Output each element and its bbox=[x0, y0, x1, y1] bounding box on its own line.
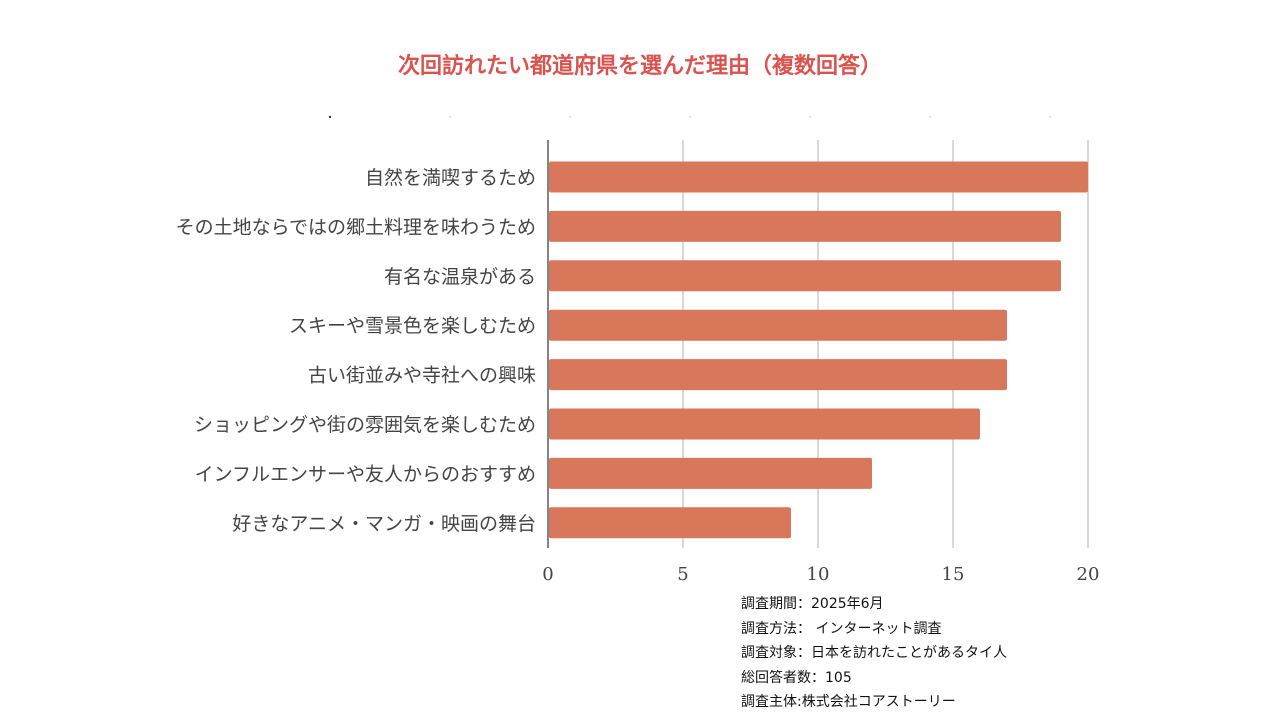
category-label: スキーや雪景色を楽しむため bbox=[289, 315, 536, 337]
category-label: 古い街並みや寺社への興味 bbox=[308, 365, 536, 387]
bar bbox=[549, 507, 791, 539]
header-tick-dot bbox=[1049, 116, 1051, 118]
header-tick-dot bbox=[328, 115, 332, 119]
category-label: 自然を満喫するため bbox=[365, 167, 536, 189]
bar bbox=[549, 161, 1088, 193]
bar bbox=[549, 408, 980, 440]
category-labels: 自然を満喫するためその土地ならではの郷土料理を味わうため有名な温泉があるスキーや… bbox=[176, 167, 536, 535]
survey-notes: 調査期間：2025年6月 調査方法： インターネット調査 調査対象：日本を訪れた… bbox=[741, 592, 1007, 715]
note-method: 調査方法： インターネット調査 bbox=[741, 620, 942, 637]
chart-title: 次回訪れたい都道府県を選んだ理由（複数回答） bbox=[397, 54, 882, 79]
bar bbox=[549, 260, 1061, 292]
category-label: ショッピングや街の雰囲気を楽しむため bbox=[194, 414, 536, 436]
category-label: 好きなアニメ・マンガ・映画の舞台 bbox=[232, 513, 536, 535]
header-tick-dot bbox=[689, 116, 691, 118]
note-target: 調査対象：日本を訪れたことがあるタイ人 bbox=[741, 645, 1007, 661]
category-label: 有名な温泉がある bbox=[384, 266, 536, 288]
x-tick-label: 0 bbox=[542, 564, 553, 585]
header-tick-dot bbox=[809, 116, 811, 118]
header-tick-dot bbox=[569, 116, 571, 118]
header-tick-dot bbox=[929, 116, 931, 118]
note-respondents: 総回答者数：105 bbox=[741, 669, 852, 686]
x-tick-label: 15 bbox=[942, 564, 965, 585]
bar bbox=[549, 359, 1007, 391]
category-label: その土地ならではの郷土料理を味わうため bbox=[176, 216, 536, 238]
bar bbox=[549, 210, 1061, 242]
x-tick-labels: 0 5 10 15 20 bbox=[542, 564, 1099, 585]
header-tick-dot bbox=[449, 116, 451, 118]
x-tick-label: 5 bbox=[677, 564, 688, 585]
bars bbox=[549, 161, 1088, 539]
x-tick-label: 20 bbox=[1077, 564, 1100, 585]
bar bbox=[549, 457, 872, 489]
bar bbox=[549, 309, 1007, 341]
note-organizer: 調査主体:株式会社コアストーリー bbox=[741, 694, 956, 710]
x-tick-label: 10 bbox=[807, 564, 830, 585]
category-label: インフルエンサーや友人からのおすすめ bbox=[195, 463, 536, 485]
note-period: 調査期間：2025年6月 bbox=[741, 596, 884, 612]
